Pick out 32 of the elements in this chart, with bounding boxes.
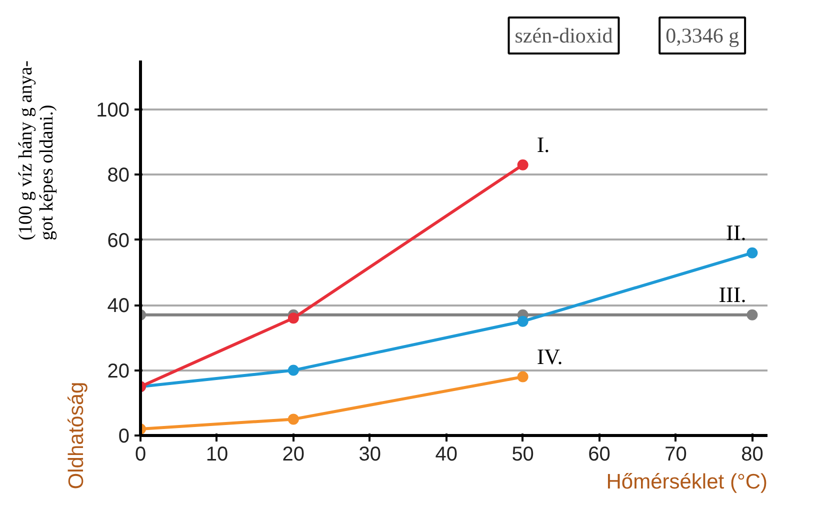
series-label: II. <box>726 220 746 245</box>
y-tick-label: 80 <box>107 164 130 187</box>
y-tick-label: 0 <box>118 426 130 448</box>
point <box>746 309 758 320</box>
point <box>517 316 528 327</box>
x-tick-label: 50 <box>512 444 534 466</box>
x-tick-label: 20 <box>282 444 305 466</box>
series-label: III. <box>718 282 746 307</box>
text: (100 g víz hány g anya- got képes oldani.) <box>16 60 58 240</box>
point <box>517 159 528 170</box>
y-tick-label: 100 <box>96 99 130 122</box>
x-tick-label: 70 <box>664 444 687 466</box>
x-tick-label: 60 <box>588 444 610 466</box>
x-tick-label: 80 <box>741 444 764 466</box>
point <box>288 312 299 324</box>
x-tick-label: 10 <box>206 444 228 466</box>
y-tick-label: 40 <box>107 295 130 318</box>
y-axis-title: Oldhatóság <box>65 382 88 490</box>
point <box>746 247 758 258</box>
x-axis-title: Hőmérséklet (°C) <box>606 470 768 494</box>
y-tick-label: 20 <box>107 360 130 382</box>
x-tick-label: 40 <box>435 444 458 466</box>
text: szén-dioxid <box>514 24 614 48</box>
series-label: IV. <box>536 344 563 369</box>
series-label: I. <box>536 132 550 157</box>
y-tick-label: 60 <box>107 230 130 252</box>
point <box>288 414 299 425</box>
x-tick-label: 30 <box>358 444 382 466</box>
x-tick-label: 0 <box>134 444 146 466</box>
point <box>517 371 528 382</box>
text: 0,3346 g <box>666 24 740 48</box>
point <box>288 364 299 376</box>
